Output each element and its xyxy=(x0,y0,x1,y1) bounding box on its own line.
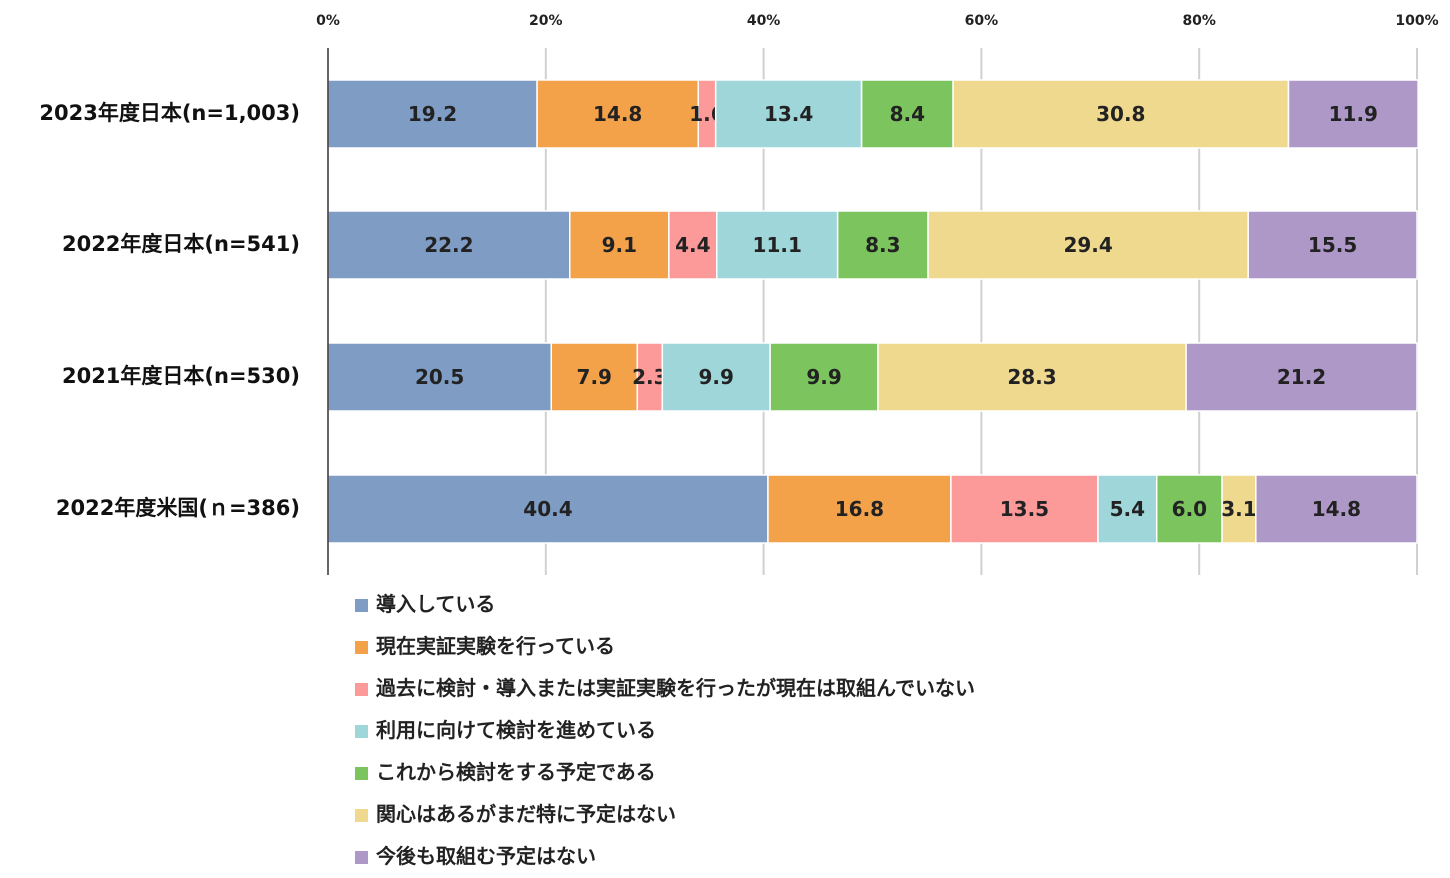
data-label: 19.2 xyxy=(408,102,457,126)
data-label: 9.9 xyxy=(699,365,734,389)
bar-segment xyxy=(769,342,879,412)
data-label: 8.3 xyxy=(865,233,900,257)
legend-swatch xyxy=(355,683,368,696)
bars: 19.2 14.8 1.6 13.4 8.4 30.8 11.922.2 9.1 4.4 11.1… xyxy=(327,48,1419,575)
bar-segment xyxy=(536,79,700,149)
data-label: 22.2 xyxy=(424,233,473,257)
data-label: 7.9 xyxy=(577,365,612,389)
data-label: 29.4 xyxy=(1063,233,1112,257)
bar-segment xyxy=(1287,79,1419,149)
data-label: 21.2 xyxy=(1277,365,1326,389)
bar-segment xyxy=(1185,342,1418,412)
legend-label: 過去に検討・導入または実証実験を行ったが現在は取組んでいない xyxy=(376,676,975,700)
legend-label: 利用に向けて検討を進めている xyxy=(376,718,656,742)
legend-swatch xyxy=(355,725,368,738)
data-label: 15.5 xyxy=(1308,233,1357,257)
bar-segment xyxy=(952,79,1290,149)
bar-segment xyxy=(661,342,771,412)
bar-segment xyxy=(1097,474,1158,544)
legend-swatch xyxy=(355,767,368,780)
data-label: 4.4 xyxy=(675,233,710,257)
legend: 導入している現在実証実験を行っている過去に検討・導入または実証実験を行ったが現在… xyxy=(355,592,975,868)
x-axis-ticks: 0% 20% 40% 60% 80% 100% xyxy=(316,13,1439,29)
bar-segment xyxy=(327,210,571,280)
bar-segment xyxy=(327,79,538,149)
category-label: 2022年度米国(ｎ=386) xyxy=(56,496,300,520)
bar-segment xyxy=(327,474,769,544)
x-tick-label: 20% xyxy=(529,13,563,29)
data-label: 6.0 xyxy=(1172,497,1207,521)
legend-label: 関心はあるがまだ特に予定はない xyxy=(376,802,676,826)
data-label: 13.4 xyxy=(764,102,813,126)
bar-segment xyxy=(950,474,1099,544)
x-tick-label: 0% xyxy=(316,13,340,29)
data-label: 13.5 xyxy=(1000,497,1049,521)
x-tick-label: 100% xyxy=(1395,13,1438,29)
legend-swatch xyxy=(355,809,368,822)
legend-swatch xyxy=(355,641,368,654)
bar-segment xyxy=(327,342,552,412)
bar-segment xyxy=(1247,210,1418,280)
category-labels: 2023年度日本(n=1,003) 2022年度日本(n=541) 2021年度日本… xyxy=(39,101,300,520)
legend-label: 現在実証実験を行っている xyxy=(376,634,615,658)
bar-segment xyxy=(836,210,929,280)
bar-segment xyxy=(1221,474,1257,544)
legend-label: これから検討をする予定である xyxy=(376,760,656,784)
bar-segment xyxy=(550,342,639,412)
data-label: 14.8 xyxy=(593,102,642,126)
bar-segment xyxy=(860,79,954,149)
bar-segment xyxy=(767,474,952,544)
bar-segment xyxy=(1155,474,1223,544)
bar-segment xyxy=(927,210,1249,280)
category-label: 2022年度日本(n=541) xyxy=(62,232,300,256)
data-label: 9.9 xyxy=(806,365,841,389)
bar-segment xyxy=(716,210,839,280)
x-tick-label: 40% xyxy=(747,13,781,29)
bar-segment xyxy=(668,210,718,280)
data-label: 28.3 xyxy=(1007,365,1056,389)
bar-segment xyxy=(1255,474,1418,544)
category-label: 2021年度日本(n=530) xyxy=(62,364,300,388)
data-label: 40.4 xyxy=(523,497,572,521)
data-label: 5.4 xyxy=(1110,497,1145,521)
legend-label: 今後も取組む予定はない xyxy=(376,844,596,868)
bar-segment xyxy=(636,342,664,412)
x-tick-label: 80% xyxy=(1182,13,1216,29)
data-label: 11.9 xyxy=(1329,102,1378,126)
data-label: 30.8 xyxy=(1096,102,1145,126)
data-label: 14.8 xyxy=(1312,497,1361,521)
data-label: 20.5 xyxy=(415,365,464,389)
bar-segment xyxy=(877,342,1187,412)
data-label: 11.1 xyxy=(753,233,802,257)
category-label: 2023年度日本(n=1,003) xyxy=(39,101,300,125)
data-label: 9.1 xyxy=(602,233,637,257)
legend-swatch xyxy=(355,599,368,612)
legend-swatch xyxy=(355,851,368,864)
x-tick-label: 60% xyxy=(965,13,999,29)
data-label: 3.1 xyxy=(1221,497,1256,521)
data-label: 8.4 xyxy=(890,102,925,126)
legend-label: 導入している xyxy=(376,592,495,616)
data-label: 16.8 xyxy=(835,497,884,521)
